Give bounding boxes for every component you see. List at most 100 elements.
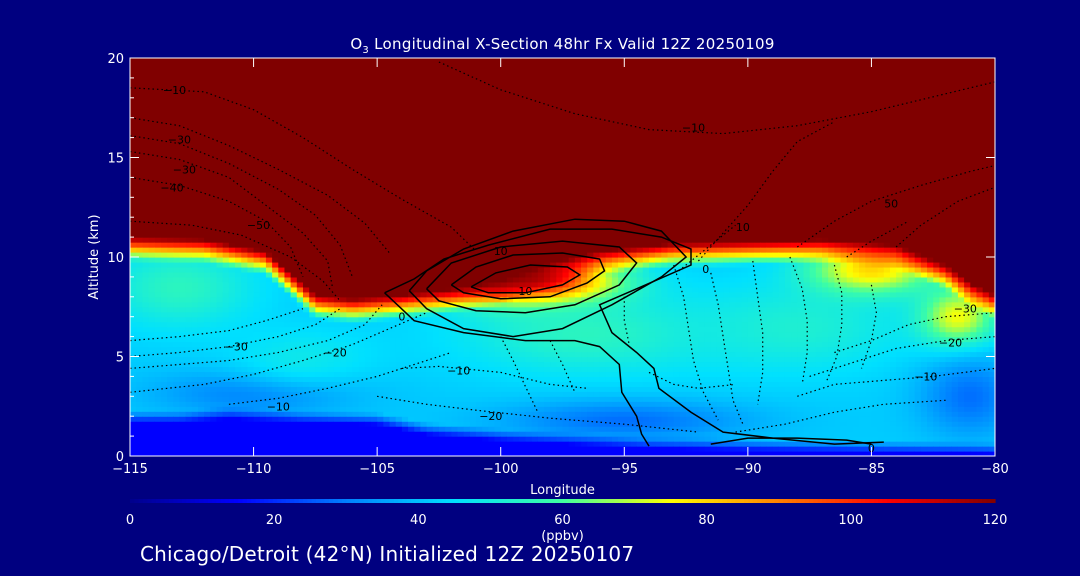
heatmap-cell: [469, 271, 477, 278]
heatmap-cell: [414, 386, 421, 392]
heatmap-cell: [204, 247, 211, 253]
heatmap-cell: [445, 157, 452, 164]
heatmap-cell: [228, 416, 236, 422]
heatmap-cell: [228, 446, 236, 452]
heatmap-cell: [210, 321, 218, 328]
heatmap-cell: [469, 58, 477, 64]
heatmap-cell: [136, 371, 143, 377]
heatmap-cell: [160, 321, 168, 328]
heatmap-cell: [352, 252, 360, 258]
heatmap-cell: [438, 431, 446, 437]
heatmap-cell: [426, 212, 434, 218]
heatmap-cell: [303, 212, 310, 218]
heatmap-cell: [401, 361, 409, 368]
heatmap-cell: [272, 281, 279, 288]
heatmap-cell: [167, 172, 174, 179]
heatmap-cell: [142, 67, 150, 74]
heatmap-cell: [432, 321, 440, 328]
heatmap-cell: [167, 67, 174, 74]
heatmap-cell: [235, 142, 242, 149]
heatmap-cell: [253, 252, 261, 258]
heatmap-cell: [401, 356, 409, 363]
heatmap-cell: [420, 222, 428, 228]
heatmap-cell: [364, 301, 372, 308]
heatmap-cell: [451, 222, 459, 228]
heatmap-cell: [482, 396, 489, 402]
heatmap-cell: [506, 167, 514, 174]
heatmap-cell: [173, 341, 181, 348]
heatmap-cell: [265, 356, 273, 363]
heatmap-cell: [179, 281, 187, 288]
heatmap-cell: [414, 122, 421, 129]
heatmap-cell: [432, 77, 440, 84]
heatmap-cell: [414, 446, 421, 452]
heatmap-cell: [352, 391, 360, 397]
heatmap-cell: [333, 406, 341, 412]
heatmap-cell: [457, 82, 465, 89]
heatmap-cell: [420, 411, 428, 417]
heatmap-cell: [494, 237, 502, 243]
heatmap-cell: [420, 371, 428, 377]
heatmap-cell: [130, 77, 137, 84]
heatmap-cell: [457, 361, 465, 368]
heatmap-cell: [247, 237, 255, 243]
heatmap-cell: [401, 87, 409, 94]
heatmap-cell: [272, 77, 279, 84]
heatmap-cell: [253, 401, 261, 407]
heatmap-cell: [482, 431, 489, 437]
heatmap-cell: [197, 326, 205, 333]
heatmap-cell: [463, 371, 471, 377]
heatmap-cell: [247, 326, 255, 333]
heatmap-cell: [148, 257, 156, 263]
heatmap-cell: [500, 58, 508, 64]
heatmap-cell: [167, 177, 174, 183]
heatmap-cell: [296, 416, 304, 422]
heatmap-cell: [197, 306, 205, 313]
heatmap-cell: [136, 431, 143, 437]
heatmap-cell: [290, 122, 298, 129]
heatmap-cell: [296, 257, 304, 263]
heatmap-cell: [426, 316, 434, 323]
heatmap-cell: [377, 187, 384, 193]
heatmap-cell: [340, 217, 347, 223]
heatmap-cell: [426, 232, 434, 238]
heatmap-cell: [414, 107, 421, 114]
heatmap-cell: [290, 112, 298, 119]
heatmap-cell: [154, 336, 162, 343]
heatmap-cell: [197, 341, 205, 348]
heatmap-cell: [482, 441, 489, 447]
heatmap-cell: [414, 366, 421, 373]
heatmap-cell: [179, 276, 187, 283]
heatmap-cell: [333, 351, 341, 358]
heatmap-cell: [370, 416, 378, 422]
heatmap-cell: [513, 326, 520, 333]
heatmap-cell: [488, 276, 496, 283]
heatmap-cell: [309, 92, 316, 99]
heatmap-cell: [167, 132, 174, 139]
heatmap-cell: [463, 336, 471, 343]
heatmap-cell: [346, 102, 354, 109]
heatmap-cell: [290, 351, 298, 358]
heatmap-cell: [296, 431, 304, 437]
heatmap-cell: [333, 271, 341, 278]
heatmap-cell: [142, 187, 150, 193]
heatmap-cell: [179, 376, 187, 382]
heatmap-cell: [494, 222, 502, 228]
heatmap-cell: [253, 446, 261, 452]
heatmap-cell: [364, 177, 372, 183]
heatmap-cell: [488, 202, 496, 208]
heatmap-cell: [340, 316, 347, 323]
heatmap-cell: [321, 271, 329, 278]
heatmap-cell: [148, 127, 156, 134]
heatmap-cell: [463, 391, 471, 397]
heatmap-cell: [290, 127, 298, 134]
heatmap-cell: [241, 431, 248, 437]
heatmap-cell: [272, 197, 279, 203]
heatmap-cell: [445, 266, 452, 273]
heatmap-cell: [142, 192, 150, 198]
heatmap-cell: [179, 366, 187, 373]
heatmap-cell: [204, 301, 211, 308]
heatmap-cell: [167, 421, 174, 427]
heatmap-cell: [265, 261, 273, 268]
heatmap-cell: [222, 207, 230, 213]
